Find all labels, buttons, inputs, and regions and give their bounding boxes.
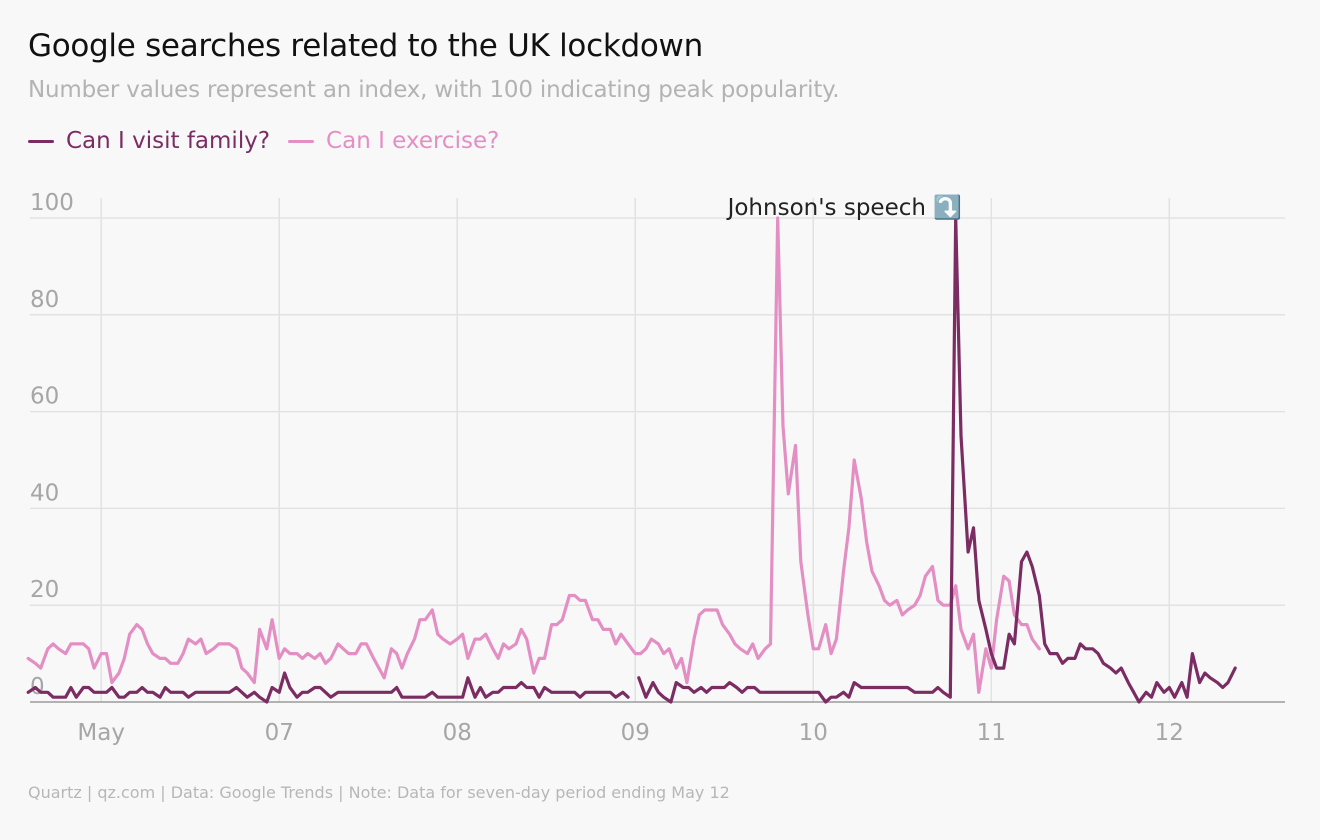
- grid: [30, 198, 1285, 702]
- legend-label-family: Can I visit family?: [66, 128, 271, 154]
- legend: Can I visit family? Can I exercise?: [28, 128, 499, 154]
- y-tick-label-100: 100: [30, 190, 74, 216]
- series-line-exercise: [26, 216, 1041, 694]
- x-tick-label-12: 12: [1155, 720, 1184, 746]
- annotation-label: Johnson's speech ⤵️: [726, 194, 962, 221]
- legend-item-family: Can I visit family?: [28, 128, 270, 154]
- x-tick-label-09: 09: [621, 720, 650, 746]
- legend-swatch-exercise: [288, 139, 315, 143]
- y-tick-label-40: 40: [30, 480, 59, 506]
- series-lines: [26, 216, 1237, 704]
- y-tick-label-80: 80: [30, 287, 59, 313]
- x-axis-ticks: May 07 08 09 10 11 12: [77, 720, 1184, 746]
- chart-title: Google searches related to the UK lockdo…: [28, 28, 703, 64]
- legend-label-exercise: Can I exercise?: [326, 128, 500, 154]
- y-tick-label-60: 60: [30, 384, 59, 410]
- series-line-family: [26, 216, 1237, 704]
- y-axis-ticks: 0 20 40 60 80 100: [30, 190, 74, 700]
- annotations: Johnson's speech ⤵️: [726, 194, 962, 221]
- legend-swatch-family: [28, 139, 54, 143]
- x-tick-label-May: May: [77, 720, 125, 746]
- legend-item-exercise: Can I exercise?: [288, 128, 499, 154]
- x-tick-label-11: 11: [977, 720, 1006, 746]
- source-note: Quartz | qz.com | Data: Google Trends | …: [28, 783, 730, 802]
- y-tick-label-0: 0: [30, 674, 45, 700]
- x-tick-label-08: 08: [443, 720, 472, 746]
- y-tick-label-20: 20: [30, 577, 59, 603]
- x-tick-label-07: 07: [265, 720, 294, 746]
- chart-subtitle: Number values represent an index, with 1…: [28, 77, 840, 103]
- x-tick-label-10: 10: [799, 720, 828, 746]
